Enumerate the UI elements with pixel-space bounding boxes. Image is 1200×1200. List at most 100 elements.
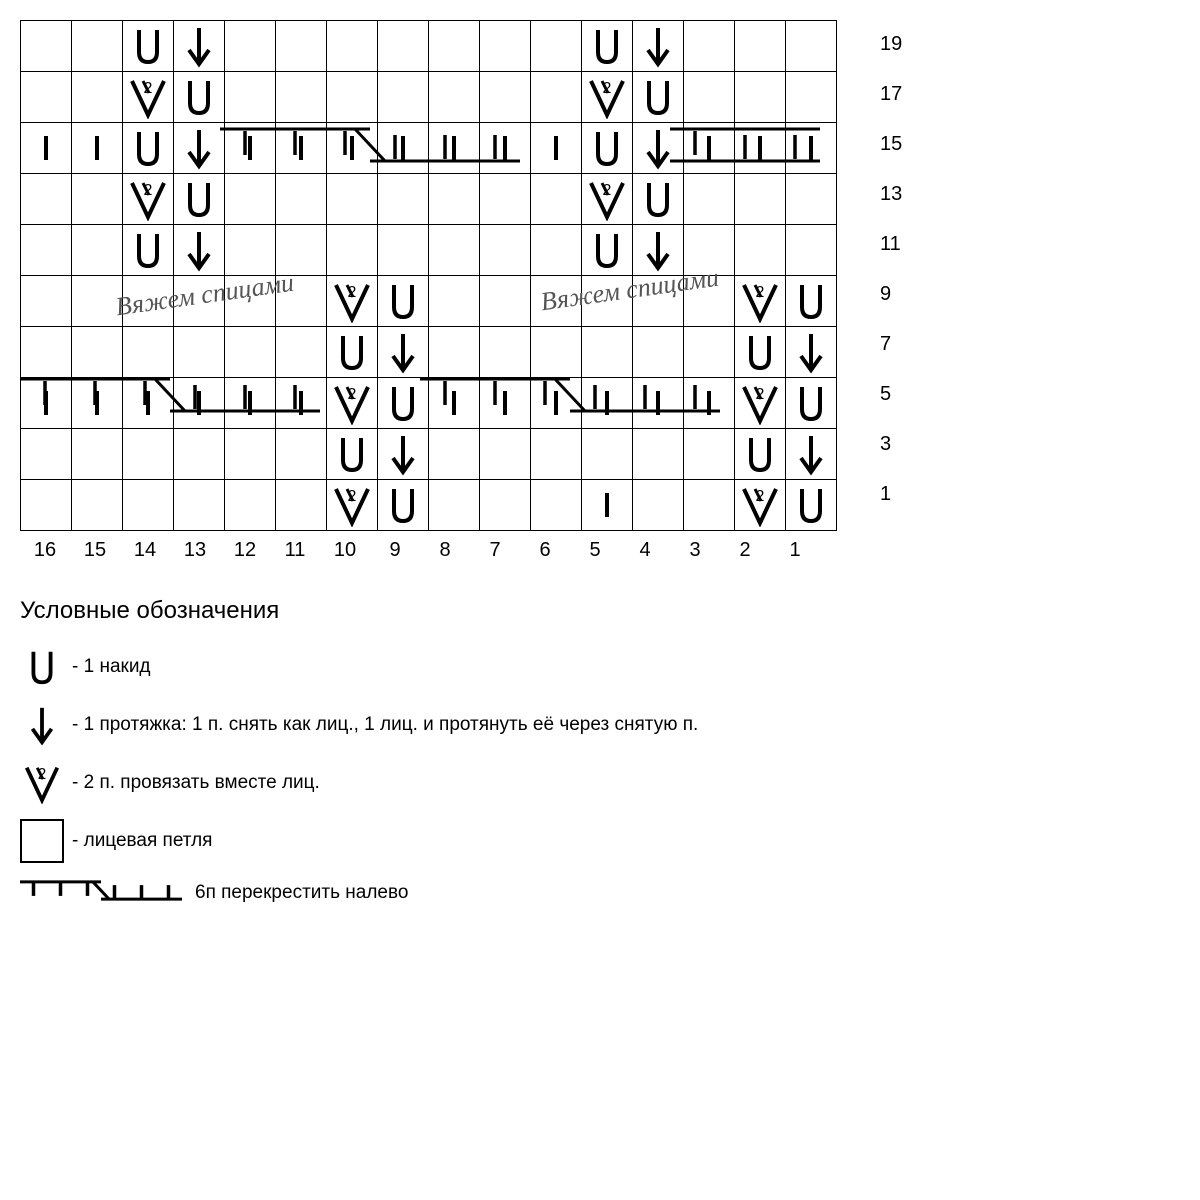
knit-tick-icon	[480, 123, 530, 173]
legend-text: - 1 протяжка: 1 п. снять как лиц., 1 лиц…	[72, 714, 698, 736]
chart-cell	[429, 21, 480, 72]
chart-cell	[378, 378, 429, 429]
chart-cell: 2	[327, 378, 378, 429]
row-label: 17	[880, 83, 910, 106]
chart-cell	[225, 72, 276, 123]
chart-cell	[378, 174, 429, 225]
column-label: 12	[220, 539, 270, 562]
v2-decrease-icon: 2	[123, 72, 173, 122]
arrow-down-icon	[786, 327, 836, 377]
knit-tick-icon	[582, 480, 632, 530]
chart-cell	[327, 123, 378, 174]
chart-cell	[276, 72, 327, 123]
chart-cell	[21, 225, 72, 276]
chart-cell	[480, 480, 531, 531]
chart-cell	[276, 378, 327, 429]
chart-cell	[123, 429, 174, 480]
chart-cell	[786, 276, 837, 327]
chart-cell	[21, 123, 72, 174]
v2-decrease-icon: 2	[327, 480, 377, 530]
chart-cell	[480, 378, 531, 429]
chart-cell	[582, 429, 633, 480]
chart-cell	[531, 21, 582, 72]
chart-cell	[480, 72, 531, 123]
chart-cell	[174, 429, 225, 480]
chart-cell	[582, 276, 633, 327]
chart-cell	[225, 327, 276, 378]
knit-tick-icon	[123, 378, 173, 428]
chart-cell	[174, 174, 225, 225]
knit-tick-icon	[582, 378, 632, 428]
chart-cell	[327, 429, 378, 480]
chart-cell	[174, 378, 225, 429]
yarn-over-icon	[786, 378, 836, 428]
chart-cell	[582, 378, 633, 429]
chart-cell: 2	[582, 72, 633, 123]
row-label: 11	[880, 233, 910, 256]
arrow-down-icon	[378, 429, 428, 479]
arrow-down-icon	[786, 429, 836, 479]
chart-cell	[633, 174, 684, 225]
chart-cell	[531, 429, 582, 480]
knit-tick-icon	[633, 378, 683, 428]
knit-tick-icon	[531, 123, 581, 173]
column-label: 5	[570, 539, 620, 562]
chart-cell	[429, 225, 480, 276]
chart-cell	[480, 174, 531, 225]
chart-cell	[582, 225, 633, 276]
chart-cell	[72, 429, 123, 480]
chart-cell	[123, 276, 174, 327]
yarn-over-icon	[174, 72, 224, 122]
knit-tick-icon	[429, 378, 479, 428]
arrow-down-icon	[633, 21, 683, 71]
chart-cell: 2	[123, 72, 174, 123]
legend-item: - 1 накид	[20, 645, 1180, 689]
chart-cell	[72, 327, 123, 378]
legend-item: - 1 протяжка: 1 п. снять как лиц., 1 лиц…	[20, 703, 1180, 747]
chart-cell	[480, 123, 531, 174]
legend-item: - лицевая петля	[20, 819, 1180, 863]
chart-cell	[327, 21, 378, 72]
column-label: 4	[620, 539, 670, 562]
chart-cell	[531, 378, 582, 429]
chart-cell	[684, 429, 735, 480]
yarn-over-icon	[20, 645, 64, 689]
chart-cell	[429, 174, 480, 225]
legend-text: - 1 накид	[72, 656, 151, 678]
chart-cell	[480, 327, 531, 378]
chart-cell	[21, 429, 72, 480]
knit-tick-icon	[429, 123, 479, 173]
chart-cell	[21, 174, 72, 225]
chart-cell	[378, 123, 429, 174]
chart-cell	[429, 327, 480, 378]
chart-cell	[684, 327, 735, 378]
column-label: 14	[120, 539, 170, 562]
chart-cell	[582, 327, 633, 378]
yarn-over-icon	[378, 480, 428, 530]
empty-box-icon	[20, 819, 64, 863]
v2-decrease-icon: 2	[20, 761, 64, 805]
chart-cell	[735, 225, 786, 276]
chart-cell	[72, 21, 123, 72]
arrow-down-icon	[378, 327, 428, 377]
chart-cell	[276, 480, 327, 531]
chart-cell	[123, 327, 174, 378]
chart-cell	[429, 480, 480, 531]
yarn-over-icon	[735, 327, 785, 377]
chart-cell	[480, 429, 531, 480]
chart-cell	[123, 123, 174, 174]
chart-cell	[531, 276, 582, 327]
chart-cell	[21, 276, 72, 327]
chart-cell	[225, 174, 276, 225]
arrow-down-icon	[174, 123, 224, 173]
chart-cell	[531, 225, 582, 276]
yarn-over-icon	[582, 21, 632, 71]
chart-cell	[327, 327, 378, 378]
chart-cell	[684, 123, 735, 174]
column-label: 16	[20, 539, 70, 562]
chart-cell: 2	[327, 276, 378, 327]
v2-decrease-icon: 2	[582, 72, 632, 122]
chart-cell	[21, 327, 72, 378]
chart-cell	[633, 225, 684, 276]
column-label: 6	[520, 539, 570, 562]
